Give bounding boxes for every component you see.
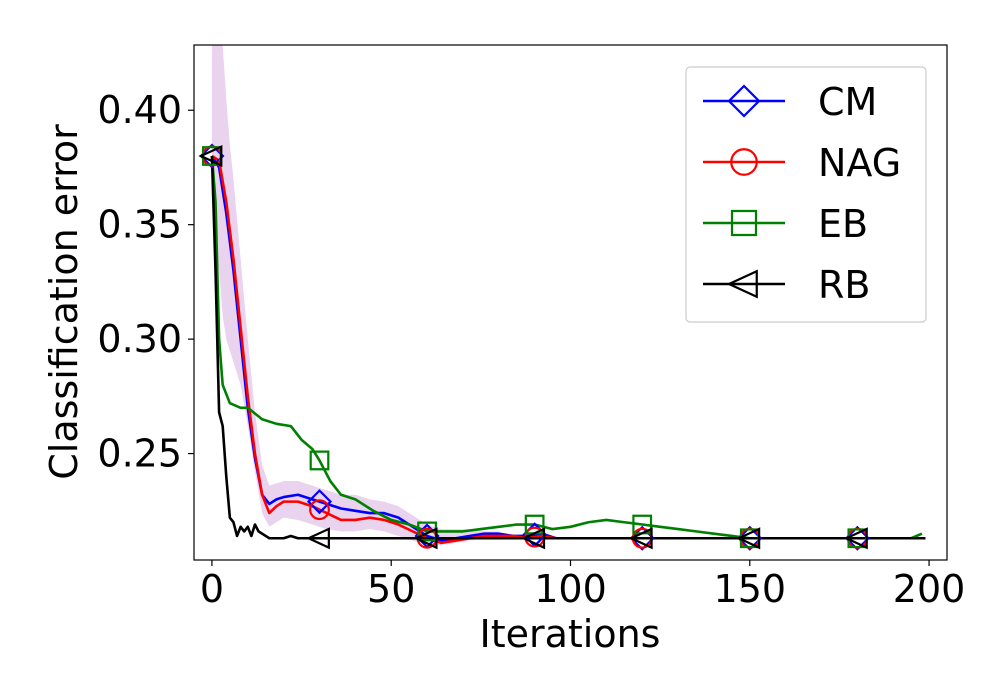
legend-marker-eb xyxy=(730,209,758,237)
legend-item-eb: EB xyxy=(703,202,868,246)
legend-marker-rb xyxy=(726,269,758,299)
series-marker-rb xyxy=(736,527,761,550)
y-tick-label: 0.40 xyxy=(97,88,182,132)
x-tick-label: 0 xyxy=(200,567,224,611)
series-marker-cm xyxy=(737,525,763,551)
legend-label-eb: EB xyxy=(818,202,868,246)
legend-label-rb: RB xyxy=(818,263,870,307)
series-marker-rb xyxy=(628,527,653,550)
legend-label-cm: CM xyxy=(818,80,877,124)
legend: CM NAG EB RB xyxy=(685,66,927,323)
legend-frame xyxy=(685,66,927,323)
legend-item-cm: CM xyxy=(703,80,877,124)
x-axis-title: Iterations xyxy=(480,612,661,656)
series-marker-rb xyxy=(843,527,868,550)
x-tick-label: 50 xyxy=(367,567,415,611)
series-marker-nag xyxy=(309,499,330,521)
marker-layer xyxy=(198,143,870,551)
x-tick-label: 100 xyxy=(534,567,607,611)
y-tick-label: 0.30 xyxy=(97,317,182,361)
y-tick-label: 0.35 xyxy=(97,203,182,247)
legend-marker-nag xyxy=(730,148,758,176)
series-marker-cm xyxy=(629,525,655,551)
legend-marker-cm xyxy=(727,84,761,118)
x-axis: 0 50 100 150 200 xyxy=(200,560,966,611)
legend-item-rb: RB xyxy=(703,263,870,307)
series-layer xyxy=(210,154,926,545)
series-marker-cm xyxy=(844,525,870,551)
legend-label-nag: NAG xyxy=(818,141,901,185)
series-marker-eb xyxy=(309,450,330,471)
series-line-eb xyxy=(210,155,923,540)
y-tick-label: 0.25 xyxy=(97,432,182,476)
y-axis: 0.25 0.30 0.35 0.40 xyxy=(97,88,194,476)
x-tick-label: 150 xyxy=(714,567,787,611)
y-axis-title: Classification error xyxy=(42,124,86,480)
series-marker-cm xyxy=(199,143,225,169)
series-marker-rb xyxy=(413,527,438,550)
series-line-rb xyxy=(210,155,926,540)
legend-item-nag: NAG xyxy=(703,141,901,185)
series-marker-rb xyxy=(305,527,330,550)
series-marker-cm xyxy=(306,489,333,515)
series-marker-rb xyxy=(521,527,546,550)
x-tick-label: 200 xyxy=(893,567,966,611)
series-marker-rb xyxy=(198,144,223,168)
